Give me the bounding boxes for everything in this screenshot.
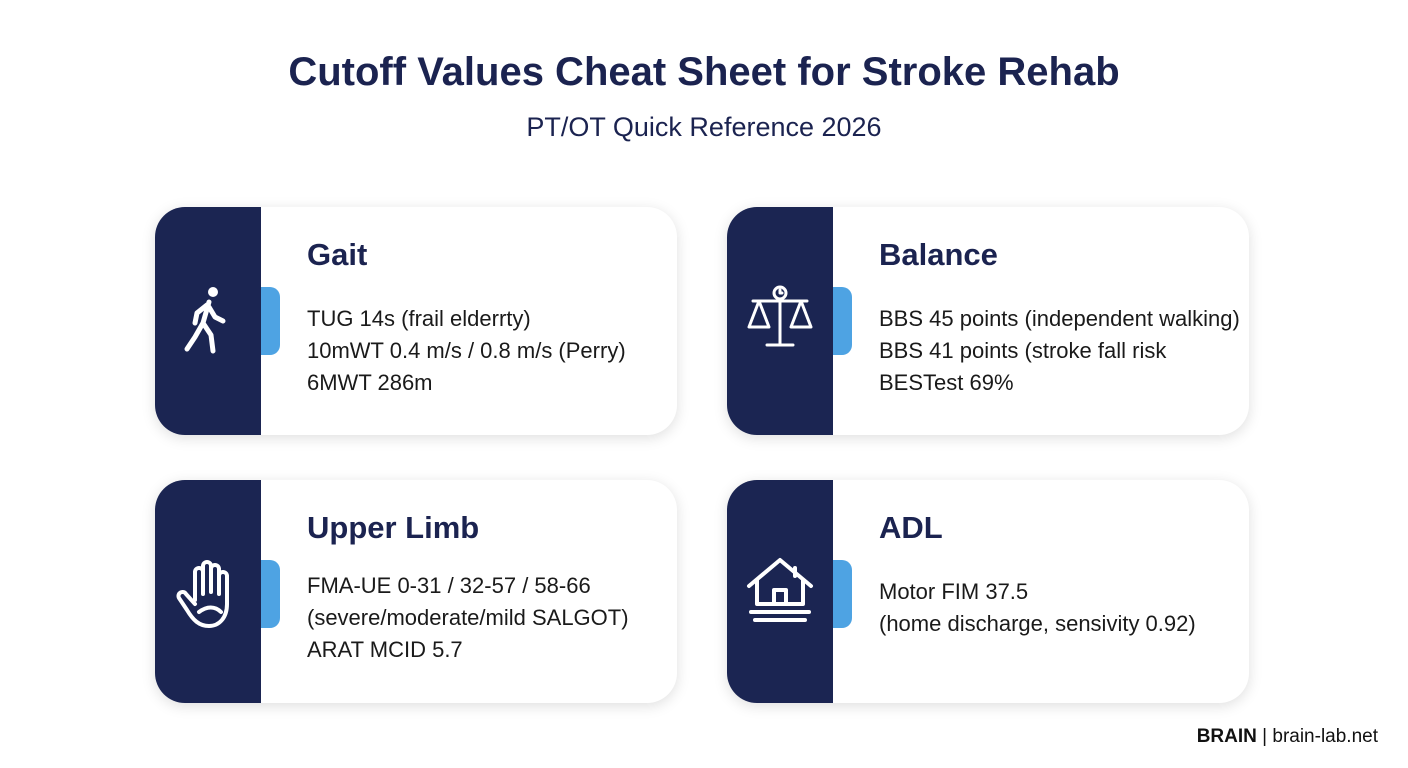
walk-icon (184, 287, 226, 354)
icon-panel (727, 480, 833, 703)
brand: BRAIN (1196, 726, 1257, 747)
tab (833, 560, 852, 628)
title: Cutoff Values Cheat Sheet for Stroke Reh… (288, 50, 1120, 94)
card-line: ARAT MCID 5.7 (307, 637, 463, 662)
card-line: Motor FIM 37.5 (879, 579, 1029, 604)
card-line: (home discharge, sensivity 0.92) (879, 611, 1196, 636)
separator: | (1262, 726, 1268, 747)
scale-icon (747, 285, 813, 347)
card: Upper Limb FMA-UE 0-31 / 32-57 / 58-66 (… (155, 480, 677, 703)
card-lines: Motor FIM 37.5 (home discharge, sensivit… (879, 576, 1196, 640)
card-line: 6MWT 286m (307, 370, 433, 395)
site: brain-lab.net (1272, 726, 1378, 747)
house-icon (747, 558, 813, 622)
card-line: FMA-UE 0-31 / 32-57 / 58-66 (307, 573, 591, 598)
card-title: Balance (879, 237, 998, 272)
card-lines: TUG 14s (frail elderrty) 10mWT 0.4 m/s /… (307, 303, 626, 399)
icon-panel (155, 480, 261, 703)
card: ADL Motor FIM 37.5 (home discharge, sens… (727, 480, 1249, 703)
card-title: Gait (307, 237, 368, 272)
card-lines: BBS 45 points (independent walking) BBS … (879, 303, 1240, 399)
card-line: BBS 41 points (stroke fall risk (879, 338, 1167, 363)
hand-icon (176, 560, 229, 628)
icon-panel (155, 207, 261, 435)
card-line: BESTest 69% (879, 370, 1014, 395)
card: Gait TUG 14s (frail elderrty) 10mWT 0.4 … (155, 207, 677, 435)
icon-panel (727, 207, 833, 435)
card-title: ADL (879, 510, 943, 545)
card-line: TUG 14s (frail elderrty) (307, 306, 531, 331)
card-lines: FMA-UE 0-31 / 32-57 / 58-66 (severe/mode… (307, 570, 629, 666)
card-title: Upper Limb (307, 510, 480, 545)
card-line: BBS 45 points (independent walking) (879, 306, 1240, 331)
tab (261, 287, 280, 355)
card-line: (severe/moderate/mild SALGOT) (307, 605, 629, 630)
tab (833, 287, 852, 355)
card: Balance BBS 45 points (independent walki… (727, 207, 1249, 435)
footer: BRAIN | brain-lab.net (1197, 726, 1378, 748)
card-line: 10mWT 0.4 m/s / 0.8 m/s (Perry) (307, 338, 626, 363)
subtitle: PT/OT Quick Reference 2026 (526, 112, 882, 142)
tab (261, 560, 280, 628)
